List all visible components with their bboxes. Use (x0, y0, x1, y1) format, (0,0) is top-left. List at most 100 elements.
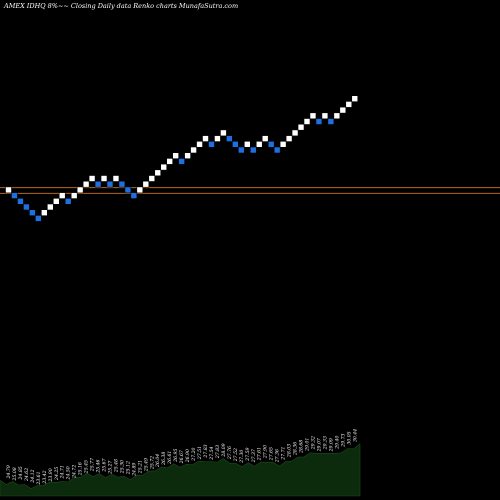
renko-brick-down (267, 141, 275, 148)
renko-brick-up (160, 163, 168, 171)
renko-brick-down (273, 146, 281, 154)
renko-brick-up (291, 129, 299, 137)
renko-brick-up (58, 192, 66, 199)
price-label: 29.01 (305, 438, 311, 452)
price-label: 24.85 (18, 466, 24, 480)
price-label: 25.67 (102, 458, 108, 472)
price-label: 27.59 (245, 447, 251, 461)
renko-brick-up (100, 175, 108, 182)
renko-brick-down (315, 118, 323, 125)
price-label: 28.03 (287, 444, 293, 458)
price-label: 26.67 (179, 450, 185, 464)
renko-brick-down (249, 146, 257, 154)
renko-brick-down (327, 118, 335, 125)
price-label: 25.12 (125, 461, 131, 475)
price-label: 29.09 (328, 438, 334, 452)
renko-brick-up (82, 180, 90, 188)
price-label: 27.90 (263, 445, 269, 459)
price-label: 27.30 (239, 450, 245, 464)
price-label: 25.49 (143, 458, 149, 472)
price-label: 27.83 (203, 444, 209, 458)
price-label: 28.09 (221, 443, 227, 457)
renko-brick-down (226, 135, 233, 142)
renko-bricks (5, 95, 359, 222)
price-label: 24.50 (66, 466, 72, 480)
price-label: 25.48 (113, 459, 119, 473)
renko-brick-up (214, 135, 221, 142)
price-label: 25.30 (119, 460, 125, 474)
renko-brick-up (339, 106, 347, 114)
renko-brick-up (5, 186, 12, 194)
renko-brick-up (309, 112, 317, 120)
renko-brick-up (321, 112, 329, 120)
renko-brick-down (11, 192, 18, 199)
price-label: 29.73 (340, 433, 346, 447)
price-label: 27.61 (257, 447, 263, 461)
renko-brick-up (244, 141, 251, 148)
price-label: 30.05 (346, 431, 352, 444)
renko-brick-up (196, 141, 203, 148)
renko-brick-up (88, 175, 96, 182)
price-label: 27.37 (251, 449, 257, 463)
renko-brick-up (154, 169, 162, 177)
price-label: 25.27 (107, 460, 113, 474)
price-label: 27.76 (227, 446, 233, 460)
price-label: 27.83 (215, 445, 221, 459)
price-label: 27.54 (209, 446, 215, 460)
price-label: 27.36 (275, 449, 281, 463)
price-labels: 24.79 25.08 24.85 24.62 24.12 23.61 23.42 23.90… (6, 429, 358, 486)
renko-brick-down (106, 180, 114, 188)
price-label: 27.20 (191, 447, 197, 461)
price-label: 26.90 (185, 449, 191, 463)
renko-brick-down (29, 209, 36, 216)
renko-brick-up (166, 158, 173, 165)
price-label: 25.77 (90, 458, 96, 472)
price-label: 23.61 (36, 471, 42, 485)
renko-brick-up (136, 186, 144, 194)
renko-brick-up (303, 118, 311, 125)
price-label: 27.52 (233, 448, 239, 462)
renko-brick-down (118, 180, 126, 188)
price-label: 25.08 (12, 467, 18, 481)
price-label: 24.89 (131, 463, 137, 477)
price-label: 26.95 (173, 449, 179, 463)
renko-brick-up (76, 186, 84, 194)
price-label: 23.90 (48, 468, 54, 482)
price-label: 24.79 (6, 465, 12, 479)
price-label: 25.72 (149, 456, 155, 470)
renko-brick-up (220, 129, 227, 137)
renko-brick-down (130, 192, 138, 199)
renko-brick-down (208, 141, 215, 148)
price-label: 24.25 (54, 467, 60, 481)
renko-brick-up (345, 101, 353, 108)
renko-brick-down (64, 198, 72, 205)
renko-brick-up (148, 175, 156, 182)
renko-brick-up (142, 180, 150, 188)
volume-area-shape (0, 443, 361, 497)
renko-brick-down (232, 141, 239, 148)
renko-brick-down (23, 203, 30, 211)
volume-area (0, 443, 361, 497)
price-label: 29.40 (334, 436, 340, 450)
renko-brick-up (279, 141, 287, 148)
renko-brick-down (35, 215, 42, 222)
renko-brick-down (178, 158, 185, 165)
price-label: 25.45 (84, 460, 90, 474)
renko-brick-up (261, 135, 269, 142)
renko-brick-up (172, 152, 179, 159)
renko-brick-up (333, 112, 341, 120)
renko-brick-up (46, 203, 54, 211)
price-label: 26.61 (167, 451, 173, 465)
price-label: 29.33 (322, 436, 328, 450)
renko-brick-up (52, 198, 60, 205)
price-label: 27.71 (281, 446, 287, 460)
price-label: 28.68 (299, 440, 305, 454)
renko-brick-up (297, 123, 305, 131)
renko-brick-down (17, 198, 24, 205)
price-label: 29.07 (316, 438, 322, 452)
chart-title: AMEX IDHQ 8%~~ Closing Daily data Renko … (3, 2, 238, 10)
price-label: 25.16 (78, 462, 84, 476)
price-label: 25.46 (96, 459, 102, 473)
price-label: 29.32 (310, 436, 316, 450)
